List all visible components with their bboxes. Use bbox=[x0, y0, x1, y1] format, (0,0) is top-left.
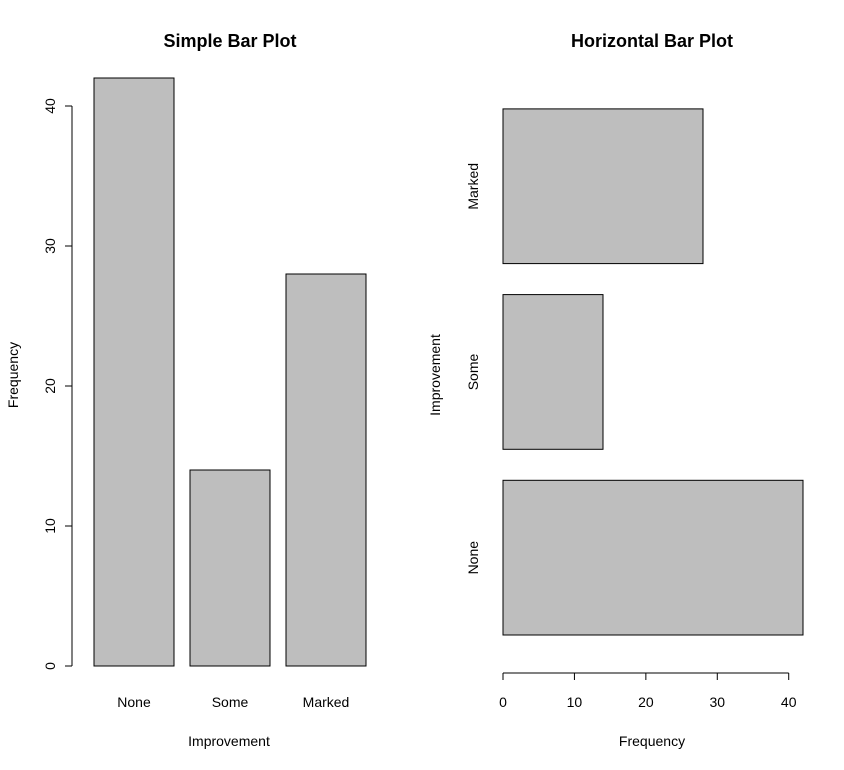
simple-bar-plot-category-labels: None Some Marked bbox=[117, 694, 349, 710]
horizontal-bar-plot-ylabel: Improvement bbox=[427, 334, 443, 416]
y-tick-label: 40 bbox=[42, 98, 58, 114]
bar-marked bbox=[285, 273, 367, 667]
category-label-some: Some bbox=[465, 354, 481, 391]
bar-none bbox=[502, 479, 804, 636]
bar-marked bbox=[502, 108, 704, 265]
x-tick-label: 10 bbox=[567, 694, 583, 710]
bar-some bbox=[189, 469, 271, 667]
y-tick-label: 10 bbox=[42, 518, 58, 534]
simple-bar-plot-panel: Simple Bar Plot Improvement Frequency 0 1… bbox=[5, 31, 367, 749]
category-label-none: None bbox=[117, 694, 151, 710]
simple-bar-plot-title: Simple Bar Plot bbox=[163, 31, 296, 51]
horizontal-bar-plot-title: Horizontal Bar Plot bbox=[571, 31, 733, 51]
horizontal-bar-plot-x-axis: 0 10 20 30 40 bbox=[499, 672, 797, 710]
horizontal-bar-plot-xlabel: Frequency bbox=[619, 733, 685, 749]
simple-bar-plot-y-axis: 0 10 20 30 40 bbox=[42, 98, 73, 670]
simple-bar-plot-bars bbox=[93, 77, 367, 667]
y-tick-label: 20 bbox=[42, 378, 58, 394]
x-tick-label: 30 bbox=[710, 694, 726, 710]
horizontal-bar-plot-bars bbox=[502, 108, 804, 636]
category-label-none: None bbox=[465, 541, 481, 575]
category-label-marked: Marked bbox=[465, 163, 481, 210]
category-label-marked: Marked bbox=[303, 694, 350, 710]
category-label-some: Some bbox=[212, 694, 249, 710]
x-tick-label: 40 bbox=[781, 694, 797, 710]
horizontal-bar-plot-panel: Horizontal Bar Plot Frequency Improvemen… bbox=[427, 31, 804, 749]
bar-none bbox=[93, 77, 175, 667]
x-tick-label: 0 bbox=[499, 694, 507, 710]
y-tick-label: 30 bbox=[42, 238, 58, 254]
simple-bar-plot-ylabel: Frequency bbox=[5, 342, 21, 408]
y-tick-label: 0 bbox=[42, 662, 58, 670]
horizontal-bar-plot-category-labels: None Some Marked bbox=[465, 163, 481, 574]
x-tick-label: 20 bbox=[638, 694, 654, 710]
simple-bar-plot-xlabel: Improvement bbox=[188, 733, 270, 749]
bar-some bbox=[502, 294, 604, 450]
